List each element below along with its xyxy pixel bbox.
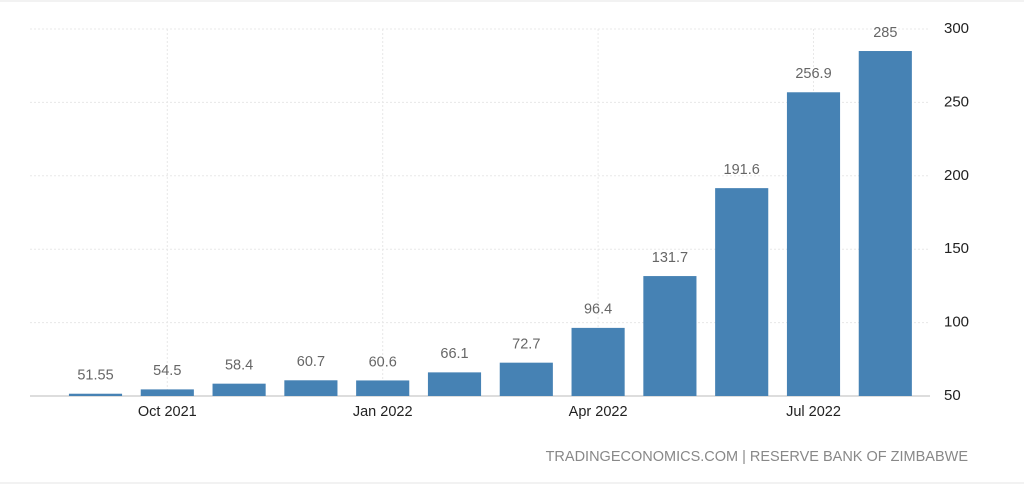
value-label: 58.4 bbox=[225, 357, 253, 373]
x-tick-label: Oct 2021 bbox=[138, 404, 197, 420]
y-tick-label: 50 bbox=[944, 387, 961, 404]
y-tick-label: 100 bbox=[944, 314, 969, 331]
bar bbox=[427, 372, 482, 396]
bar bbox=[715, 188, 769, 396]
value-label: 60.6 bbox=[369, 354, 397, 370]
value-label: 51.55 bbox=[77, 368, 113, 384]
bar bbox=[284, 380, 338, 396]
bar bbox=[643, 276, 697, 396]
bar bbox=[499, 362, 553, 396]
bar bbox=[212, 383, 266, 396]
y-tick-label: 200 bbox=[944, 167, 969, 184]
value-label: 131.7 bbox=[652, 250, 688, 266]
x-tick-label: Jul 2022 bbox=[786, 404, 841, 420]
value-label: 66.1 bbox=[440, 346, 468, 362]
bar bbox=[571, 327, 625, 396]
y-tick-label: 250 bbox=[944, 93, 969, 110]
y-tick-label: 300 bbox=[944, 20, 969, 37]
x-tick-label: Apr 2022 bbox=[569, 404, 628, 420]
x-tick-label: Jan 2022 bbox=[353, 404, 413, 420]
value-label: 72.7 bbox=[512, 337, 540, 353]
bar bbox=[786, 92, 841, 396]
source: TRADINGECONOMICS.COM | RESERVE BANK OF Z… bbox=[546, 449, 969, 465]
value-label: 96.4 bbox=[584, 302, 612, 318]
y-tick-label: 150 bbox=[944, 240, 969, 257]
value-label: 285 bbox=[873, 25, 897, 41]
bar bbox=[356, 380, 410, 396]
value-label: 60.7 bbox=[297, 354, 325, 370]
value-label: 191.6 bbox=[724, 162, 760, 178]
bar bbox=[858, 51, 912, 397]
bar bbox=[68, 393, 123, 396]
bar bbox=[140, 389, 194, 396]
value-label: 54.5 bbox=[153, 363, 181, 379]
value-label: 256.9 bbox=[795, 66, 831, 82]
